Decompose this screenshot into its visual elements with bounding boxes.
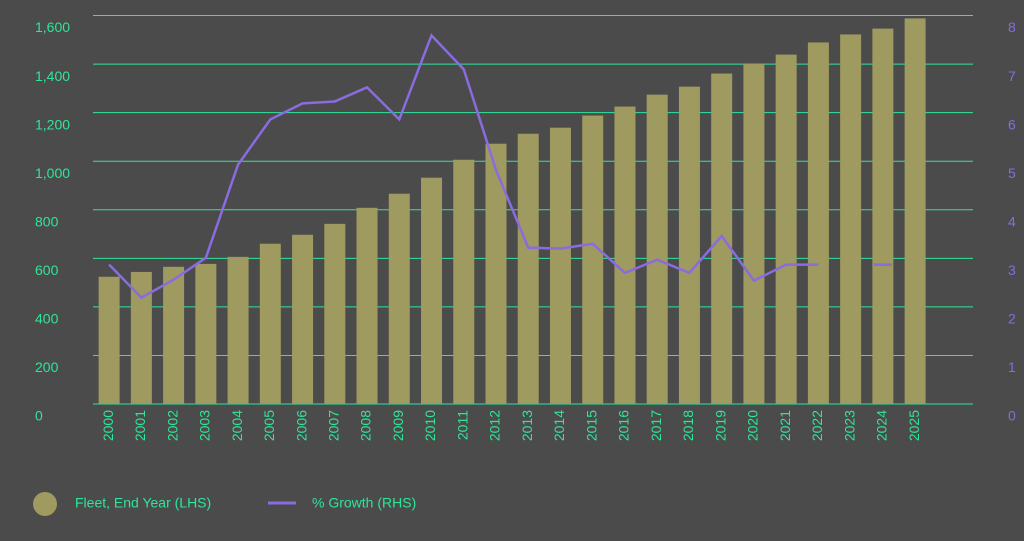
legend-label: % Growth (RHS) [312, 495, 416, 511]
x-tick-label: 2007 [326, 410, 342, 441]
y2-tick-label: 3 [1008, 262, 1016, 278]
y-tick-label: 1,000 [35, 165, 70, 181]
bar [872, 28, 894, 404]
x-tick-label: 2018 [680, 410, 696, 441]
y2-tick-label: 7 [1008, 68, 1016, 84]
growth-line [108, 33, 892, 300]
x-tick-label: 2025 [906, 410, 922, 441]
y-tick-label: 0 [35, 408, 43, 424]
bar [324, 223, 346, 404]
x-tick-label: 2012 [487, 410, 503, 441]
bar [904, 18, 926, 404]
x-tick-label: 2015 [583, 410, 599, 441]
x-tick-label: 2004 [229, 410, 245, 441]
bar [582, 115, 604, 404]
x-tick-label: 2001 [132, 410, 148, 441]
x-tick-label: 2024 [874, 410, 890, 441]
bar [775, 54, 797, 405]
bar [614, 106, 636, 404]
y-tick-label: 200 [35, 359, 59, 375]
x-tick-label: 2003 [197, 410, 213, 441]
bar [292, 234, 314, 404]
bar [743, 63, 765, 404]
x-tick-label: 2002 [164, 410, 180, 441]
y-tick-label: 1,200 [35, 116, 70, 132]
x-tick-label: 2013 [519, 410, 535, 441]
bar [517, 133, 539, 404]
bar [388, 193, 410, 404]
bar [646, 94, 668, 405]
bar [98, 276, 120, 404]
x-tick-label: 2020 [745, 410, 761, 441]
bar [163, 266, 185, 404]
x-tick-label: 2000 [100, 410, 116, 441]
x-tick-label: 2016 [616, 410, 632, 441]
y2-tick-label: 0 [1008, 408, 1016, 424]
x-tick-label: 2010 [422, 410, 438, 441]
x-tick-label: 2014 [551, 410, 567, 441]
bar [195, 263, 217, 404]
bar [549, 127, 571, 404]
bar [711, 73, 733, 404]
legend-label: Fleet, End Year (LHS) [75, 495, 211, 511]
bar [485, 143, 507, 404]
x-tick-label: 2011 [454, 410, 470, 440]
bar [807, 42, 829, 405]
x-tick-label: 2021 [777, 410, 793, 441]
y2-tick-label: 5 [1008, 165, 1016, 181]
x-tick-label: 2019 [712, 410, 728, 441]
y-tick-label: 800 [35, 213, 59, 229]
legend-swatch [33, 492, 57, 516]
bar [421, 177, 443, 404]
x-tick-label: 2006 [293, 410, 309, 441]
y-tick-label: 1,400 [35, 68, 70, 84]
x-tick-label: 2023 [841, 410, 857, 441]
x-tick-label: 2005 [261, 410, 277, 441]
x-tick-label: 2008 [358, 410, 374, 441]
y-tick-label: 600 [35, 262, 59, 278]
x-tick-label: 2022 [809, 410, 825, 441]
bar [356, 207, 378, 404]
y2-tick-label: 2 [1008, 311, 1016, 327]
y-tick-label: 400 [35, 311, 59, 327]
x-tick-label: 2017 [648, 410, 664, 441]
bar [227, 256, 249, 404]
bar [678, 86, 700, 404]
y2-tick-label: 8 [1008, 19, 1016, 35]
bar [453, 159, 475, 404]
bar [840, 34, 862, 405]
y2-tick-label: 4 [1008, 213, 1016, 229]
x-tick-label: 2009 [390, 410, 406, 441]
y2-tick-label: 6 [1008, 116, 1016, 132]
y2-tick-label: 1 [1008, 359, 1016, 375]
y-tick-label: 1,600 [35, 19, 70, 35]
bar [130, 271, 152, 404]
bar [259, 243, 281, 404]
